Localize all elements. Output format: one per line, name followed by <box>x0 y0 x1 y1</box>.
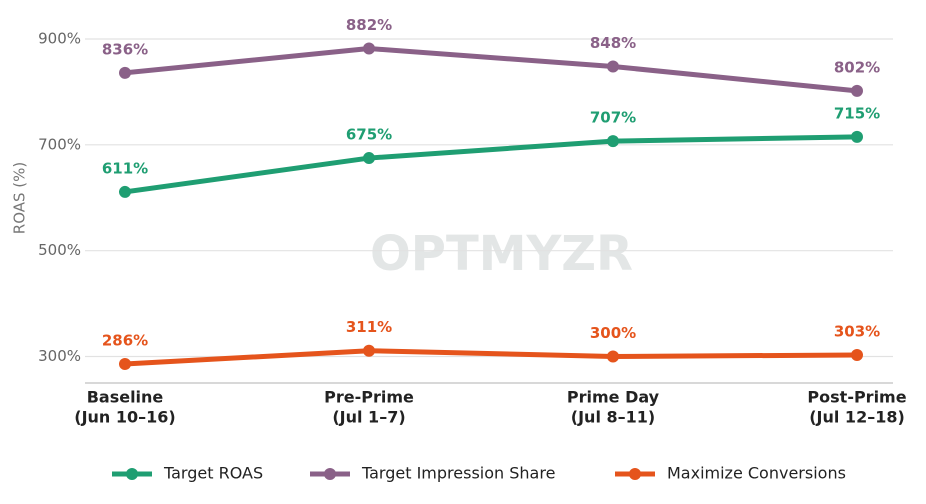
series-line <box>124 134 858 195</box>
point <box>851 348 863 361</box>
legend-label: Target Impression Share <box>361 464 555 483</box>
x-tick-label: (Jul 8–11) <box>571 408 655 427</box>
point <box>851 84 863 97</box>
x-tick-label: (Jun 10–16) <box>74 408 175 427</box>
point <box>119 66 131 79</box>
x-tick-label: Baseline <box>87 388 164 407</box>
point <box>607 350 619 363</box>
legend-marker <box>126 468 138 480</box>
x-tick-label: Prime Day <box>567 388 660 407</box>
y-tick-label: 300% <box>38 347 81 365</box>
legend-marker <box>629 468 641 480</box>
point <box>607 60 619 73</box>
x-tick-label: Post-Prime <box>807 388 906 407</box>
value-label: 311% <box>346 318 392 336</box>
y-tick-label: 700% <box>38 135 81 153</box>
point <box>363 344 375 357</box>
value-label: 715% <box>834 104 880 122</box>
watermark: OPTMYZR <box>370 226 633 282</box>
value-label: 802% <box>834 58 880 76</box>
series-line <box>124 45 858 94</box>
point <box>851 130 863 143</box>
value-label: 611% <box>102 159 148 177</box>
point <box>119 357 131 370</box>
x-tick-label: (Jul 12–18) <box>809 408 905 427</box>
value-label: 848% <box>590 34 636 52</box>
legend-marker <box>324 468 336 480</box>
legend-label: Target ROAS <box>163 464 263 483</box>
series-line <box>124 348 858 367</box>
y-tick-label: 500% <box>38 241 81 259</box>
legend-label: Maximize Conversions <box>667 464 846 483</box>
point <box>363 42 375 55</box>
point <box>363 152 375 165</box>
value-label: 286% <box>102 331 148 349</box>
point <box>607 135 619 148</box>
value-label: 300% <box>590 324 636 342</box>
value-label: 675% <box>346 126 392 144</box>
point <box>119 185 131 198</box>
y-axis-label: ROAS (%) <box>11 162 29 234</box>
value-label: 882% <box>346 16 392 34</box>
value-label: 303% <box>834 322 880 340</box>
value-label: 836% <box>102 40 148 58</box>
x-tick-label: Pre-Prime <box>324 388 414 407</box>
y-tick-label: 900% <box>38 29 81 47</box>
x-tick-label: (Jul 1–7) <box>332 408 405 427</box>
value-label: 707% <box>590 109 636 127</box>
